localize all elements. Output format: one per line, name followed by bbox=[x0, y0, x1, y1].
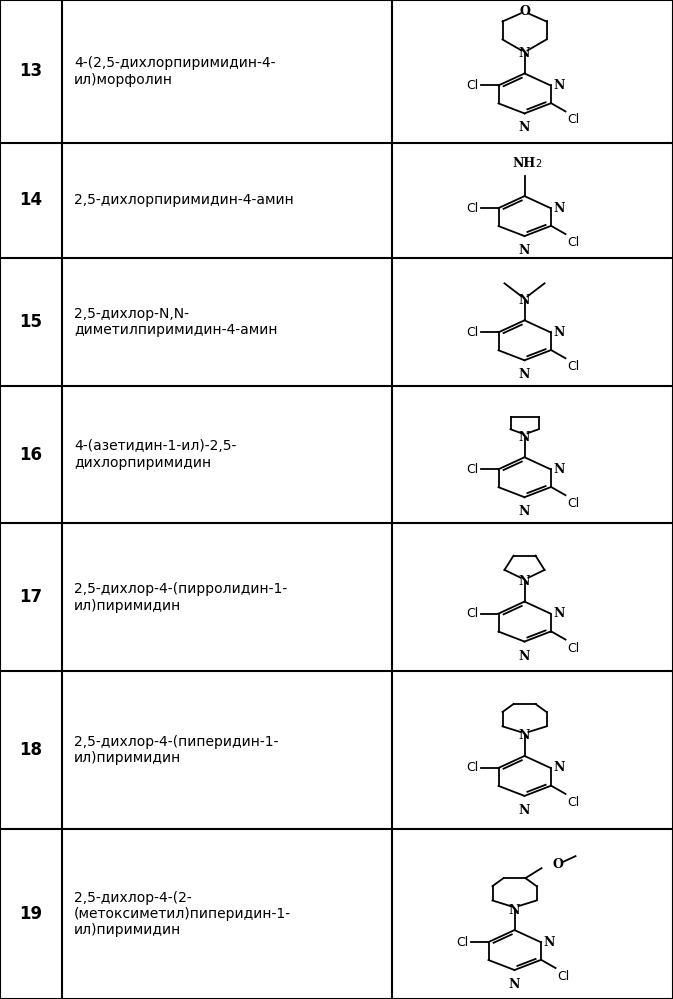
Text: N: N bbox=[519, 431, 530, 444]
Text: N: N bbox=[519, 575, 530, 588]
Text: 2,5-дихлор-4-(пирролидин-1-
ил)пиримидин: 2,5-дихлор-4-(пирролидин-1- ил)пиримидин bbox=[74, 582, 287, 612]
Text: N: N bbox=[519, 729, 530, 742]
Text: N: N bbox=[519, 122, 530, 135]
Text: N: N bbox=[544, 935, 555, 949]
Text: N: N bbox=[519, 804, 530, 817]
Text: 19: 19 bbox=[20, 905, 42, 923]
Text: 4-(2,5-дихлорпиримидин-4-
ил)морфолин: 4-(2,5-дихлорпиримидин-4- ил)морфолин bbox=[74, 56, 275, 87]
Text: 18: 18 bbox=[20, 741, 42, 759]
Text: Cl: Cl bbox=[466, 79, 479, 92]
Text: O: O bbox=[519, 5, 530, 18]
Text: Cl: Cl bbox=[466, 326, 479, 339]
Text: O: O bbox=[552, 857, 563, 871]
Text: 2,5-дихлор-N,N-
диметилпиримидин-4-амин: 2,5-дихлор-N,N- диметилпиримидин-4-амин bbox=[74, 307, 277, 337]
Text: N: N bbox=[519, 47, 530, 60]
Text: NH: NH bbox=[513, 157, 536, 170]
Text: N: N bbox=[509, 978, 520, 991]
Text: Cl: Cl bbox=[567, 641, 579, 654]
Text: N: N bbox=[553, 463, 565, 476]
Text: 13: 13 bbox=[20, 62, 42, 81]
Text: N: N bbox=[519, 294, 530, 307]
Text: Cl: Cl bbox=[567, 498, 579, 510]
Text: N: N bbox=[519, 244, 530, 257]
Text: 2,5-дихлорпиримидин-4-амин: 2,5-дихлорпиримидин-4-амин bbox=[74, 193, 293, 208]
Text: N: N bbox=[509, 903, 520, 917]
Text: N: N bbox=[519, 505, 530, 518]
Text: N: N bbox=[553, 79, 565, 92]
Text: 4-(азетидин-1-ил)-2,5-
дихлорпиримидин: 4-(азетидин-1-ил)-2,5- дихлорпиримидин bbox=[74, 440, 236, 470]
Text: Cl: Cl bbox=[466, 463, 479, 476]
Text: Cl: Cl bbox=[567, 236, 579, 249]
Text: Cl: Cl bbox=[567, 361, 579, 374]
Text: 16: 16 bbox=[20, 446, 42, 464]
Text: 2,5-дихлор-4-(пиперидин-1-
ил)пиримидин: 2,5-дихлор-4-(пиперидин-1- ил)пиримидин bbox=[74, 735, 279, 765]
Text: 17: 17 bbox=[20, 588, 42, 606]
Text: Cl: Cl bbox=[466, 202, 479, 215]
Text: 2,5-дихлор-4-(2-
(метоксиметил)пиперидин-1-
ил)пиримидин: 2,5-дихлор-4-(2- (метоксиметил)пиперидин… bbox=[74, 891, 291, 937]
Text: N: N bbox=[553, 761, 565, 774]
Text: 14: 14 bbox=[20, 191, 42, 210]
Text: Cl: Cl bbox=[466, 607, 479, 620]
Text: N: N bbox=[519, 649, 530, 662]
Text: 2: 2 bbox=[536, 159, 542, 169]
Text: 15: 15 bbox=[20, 313, 42, 331]
Text: Cl: Cl bbox=[456, 935, 468, 949]
Text: N: N bbox=[553, 607, 565, 620]
Text: Cl: Cl bbox=[466, 761, 479, 774]
Text: N: N bbox=[553, 202, 565, 215]
Text: Cl: Cl bbox=[567, 114, 579, 127]
Text: Cl: Cl bbox=[557, 970, 570, 983]
Text: N: N bbox=[553, 326, 565, 339]
Text: Cl: Cl bbox=[567, 796, 579, 809]
Text: N: N bbox=[519, 369, 530, 382]
